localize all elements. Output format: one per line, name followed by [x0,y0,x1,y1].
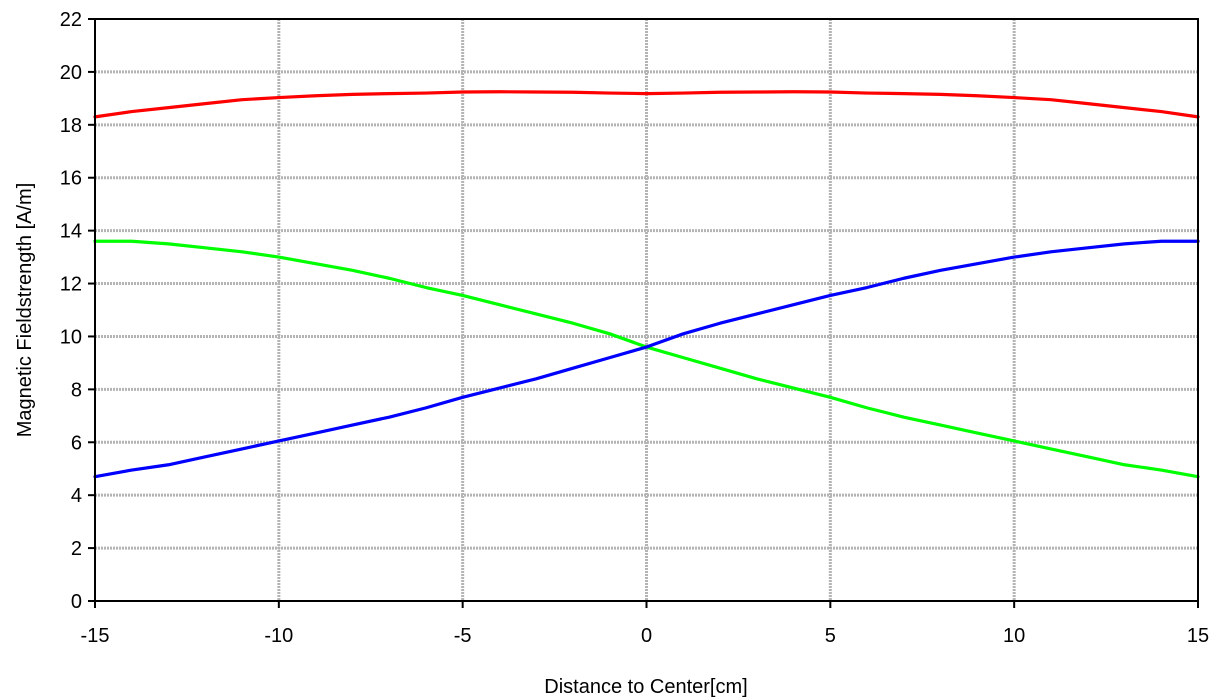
grid-lines [95,19,1198,601]
x-tick-label: 5 [825,625,836,647]
series-lines [93,90,1200,479]
x-tick-label: 10 [1003,625,1025,647]
x-tick-label: 15 [1187,625,1209,647]
y-axis-tick-labels: 0 2 4 6 8 10 12 14 16 18 20 22 [60,9,82,613]
y-tick-label: 16 [60,168,82,190]
y-tick-label: 22 [60,9,82,31]
series-line-red [93,90,1200,119]
y-tick-label: 8 [71,379,82,401]
y-tick-label: 10 [60,326,82,348]
x-tick-label: -10 [264,625,293,647]
y-tick-label: 4 [71,485,82,507]
y-tick-label: 6 [71,432,82,454]
x-tick-label: -15 [81,625,110,647]
y-tick-label: 20 [60,62,82,84]
y-tick-label: 12 [60,274,82,296]
x-tick-label: 0 [641,625,652,647]
y-tick-label: 0 [71,591,82,613]
axis-ticks [88,18,1199,608]
series-line-blue [93,239,1200,479]
x-axis-title: Distance to Center[cm] [544,676,747,697]
x-axis-tick-labels: -15 -10 -5 0 5 10 15 [81,625,1210,647]
y-tick-label: 2 [71,538,82,560]
y-tick-label: 18 [60,115,82,137]
x-tick-label: -5 [454,625,472,647]
y-axis-title: Magnetic Fieldstrength [A/m] [14,183,36,438]
y-tick-label: 14 [60,221,82,243]
